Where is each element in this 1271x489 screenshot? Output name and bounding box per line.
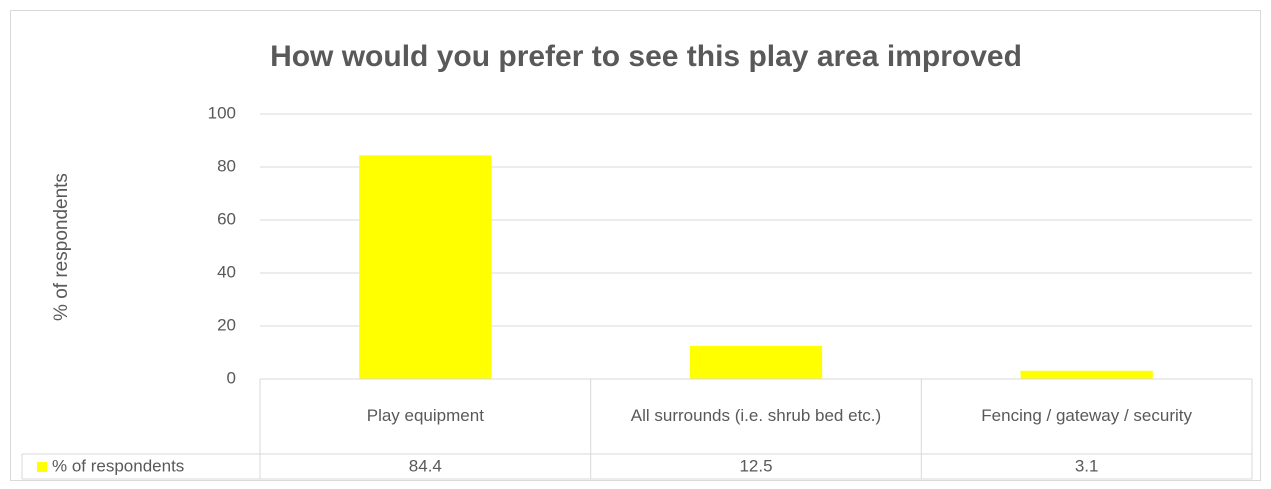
table-value: 12.5: [739, 456, 772, 475]
legend-label: % of respondents: [52, 456, 184, 475]
x-tick-label: Fencing / gateway / security: [981, 406, 1193, 426]
y-tick-label: 100: [208, 103, 236, 122]
x-tick-label: Play equipment: [366, 406, 484, 426]
x-tick-label: All surrounds (i.e. shrub bed etc.): [630, 406, 882, 426]
y-tick-label: 20: [217, 315, 236, 334]
chart-title: How would you prefer to see this play ar…: [270, 40, 1022, 73]
bar: [359, 155, 492, 379]
y-tick-label: 60: [217, 209, 236, 228]
table-value: 3.1: [1075, 456, 1099, 475]
chart-border: [10, 10, 1261, 481]
bar: [1020, 370, 1153, 379]
category-cell: Fencing / gateway / security: [981, 406, 1193, 426]
category-cell: Play equipment: [366, 406, 484, 426]
legend-key: [37, 462, 47, 472]
y-tick-label: 40: [217, 262, 236, 281]
category-cell: All surrounds (i.e. shrub bed etc.): [630, 406, 882, 426]
y-axis-label: % of respondents: [51, 173, 72, 321]
y-tick-label: 80: [217, 156, 236, 175]
table-value: 84.4: [409, 456, 442, 475]
bar: [689, 345, 823, 379]
y-tick-label: 0: [227, 368, 236, 387]
